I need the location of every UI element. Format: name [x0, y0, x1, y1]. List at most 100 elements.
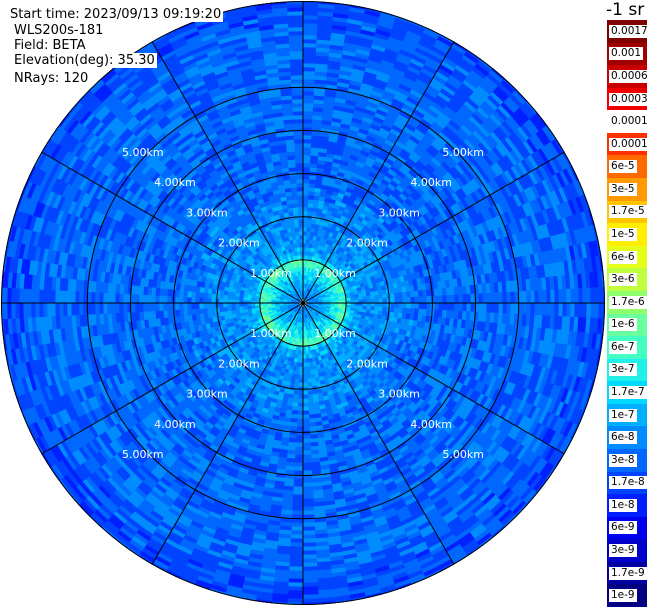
backscatter-cell [202, 297, 208, 304]
backscatter-cell [296, 414, 304, 420]
backscatter-cell [302, 454, 312, 460]
backscatter-cell [293, 134, 304, 140]
backscatter-cell [302, 434, 311, 440]
backscatter-cell [302, 162, 311, 168]
backscatter-cell [402, 297, 408, 304]
backscatter-cell [438, 295, 444, 304]
backscatter-cell [302, 370, 308, 376]
backscatter-cell [462, 294, 468, 304]
backscatter-cell [398, 292, 404, 299]
backscatter-cell [306, 218, 313, 224]
backscatter-cell [370, 298, 376, 304]
backscatter-cell [302, 458, 312, 464]
backscatter-cell [210, 293, 216, 299]
backscatter-cell [292, 202, 299, 208]
backscatter-cell [306, 222, 312, 228]
backscatter-cell [194, 297, 200, 304]
backscatter-cell [302, 398, 309, 404]
backscatter-cell [307, 210, 313, 216]
backscatter-cells [1, 1, 605, 605]
backscatter-cell [298, 218, 304, 224]
backscatter-cell [366, 299, 372, 304]
backscatter-cell [294, 446, 304, 452]
backscatter-cell [302, 422, 310, 428]
backscatter-cell [306, 374, 312, 380]
backscatter-cell [418, 302, 424, 310]
backscatter-cell [222, 302, 228, 308]
backscatter-cell [302, 234, 307, 240]
backscatter-cell [295, 174, 304, 180]
backscatter-cell [296, 182, 304, 188]
backscatter-cell [186, 302, 192, 310]
backscatter-cell [382, 302, 388, 308]
backscatter-cell [234, 306, 240, 311]
backscatter-cell [426, 295, 432, 304]
backscatter-cell [134, 302, 140, 313]
backscatter-cell [302, 222, 308, 228]
backscatter-cell [294, 146, 304, 152]
backscatter-cell [130, 302, 136, 313]
backscatter-cell [302, 418, 310, 424]
backscatter-cell [374, 302, 380, 308]
backscatter-cell [210, 297, 216, 304]
backscatter-cell [366, 302, 372, 307]
backscatter-cell [238, 305, 244, 311]
backscatter-cell [295, 234, 300, 240]
backscatter-cell [306, 370, 311, 376]
backscatter-cell [382, 306, 388, 313]
backscatter-cell [295, 438, 304, 444]
backscatter-cell [378, 306, 384, 312]
backscatter-cell [302, 142, 312, 148]
backscatter-cell [295, 434, 304, 440]
backscatter-cell [158, 295, 164, 304]
backscatter-cell [302, 158, 311, 164]
backscatter-cell [294, 154, 304, 160]
backscatter-cell [306, 366, 311, 372]
backscatter-cell [394, 302, 400, 309]
backscatter-cell [293, 390, 299, 396]
backscatter-cell [210, 307, 216, 313]
backscatter-cell [394, 307, 400, 314]
backscatter-cell [296, 190, 304, 196]
backscatter-cell [296, 418, 304, 424]
backscatter-cell [302, 390, 309, 396]
backscatter-cell [366, 295, 372, 300]
backscatter-cell [418, 296, 424, 304]
backscatter-cell [230, 302, 236, 308]
backscatter-cell [206, 292, 212, 299]
backscatter-cell [302, 374, 308, 380]
backscatter-cell [302, 194, 309, 200]
backscatter-cell [302, 182, 310, 188]
backscatter-cell [302, 134, 313, 140]
backscatter-cell [218, 293, 224, 300]
backscatter-cell [422, 296, 428, 304]
backscatter-cell [178, 302, 184, 310]
backscatter-cell [226, 298, 232, 304]
backscatter-cell [302, 206, 309, 212]
backscatter-cell [362, 299, 368, 304]
backscatter-cell [198, 302, 204, 309]
backscatter-cell [298, 222, 304, 228]
backscatter-cell [296, 422, 304, 428]
backscatter-cell [178, 296, 184, 304]
backscatter-cell [142, 302, 148, 312]
backscatter-cell [297, 202, 304, 208]
backscatter-cell [166, 295, 172, 304]
backscatter-cell [470, 302, 476, 313]
backscatter-cell [294, 222, 300, 228]
backscatter-cell [293, 470, 304, 476]
backscatter-cell [295, 162, 304, 168]
backscatter-cell [295, 230, 300, 236]
backscatter-cell [414, 302, 420, 310]
backscatter-cell [295, 442, 304, 448]
backscatter-cell [302, 190, 310, 196]
backscatter-cell [302, 150, 312, 156]
backscatter-cell [234, 299, 240, 304]
backscatter-cell [294, 462, 304, 468]
backscatter-cell [226, 302, 232, 308]
backscatter-cell [298, 374, 304, 380]
backscatter-cell [293, 218, 300, 224]
backscatter-cell [292, 206, 299, 212]
backscatter-cell [302, 382, 308, 388]
backscatter-cell [302, 450, 312, 456]
